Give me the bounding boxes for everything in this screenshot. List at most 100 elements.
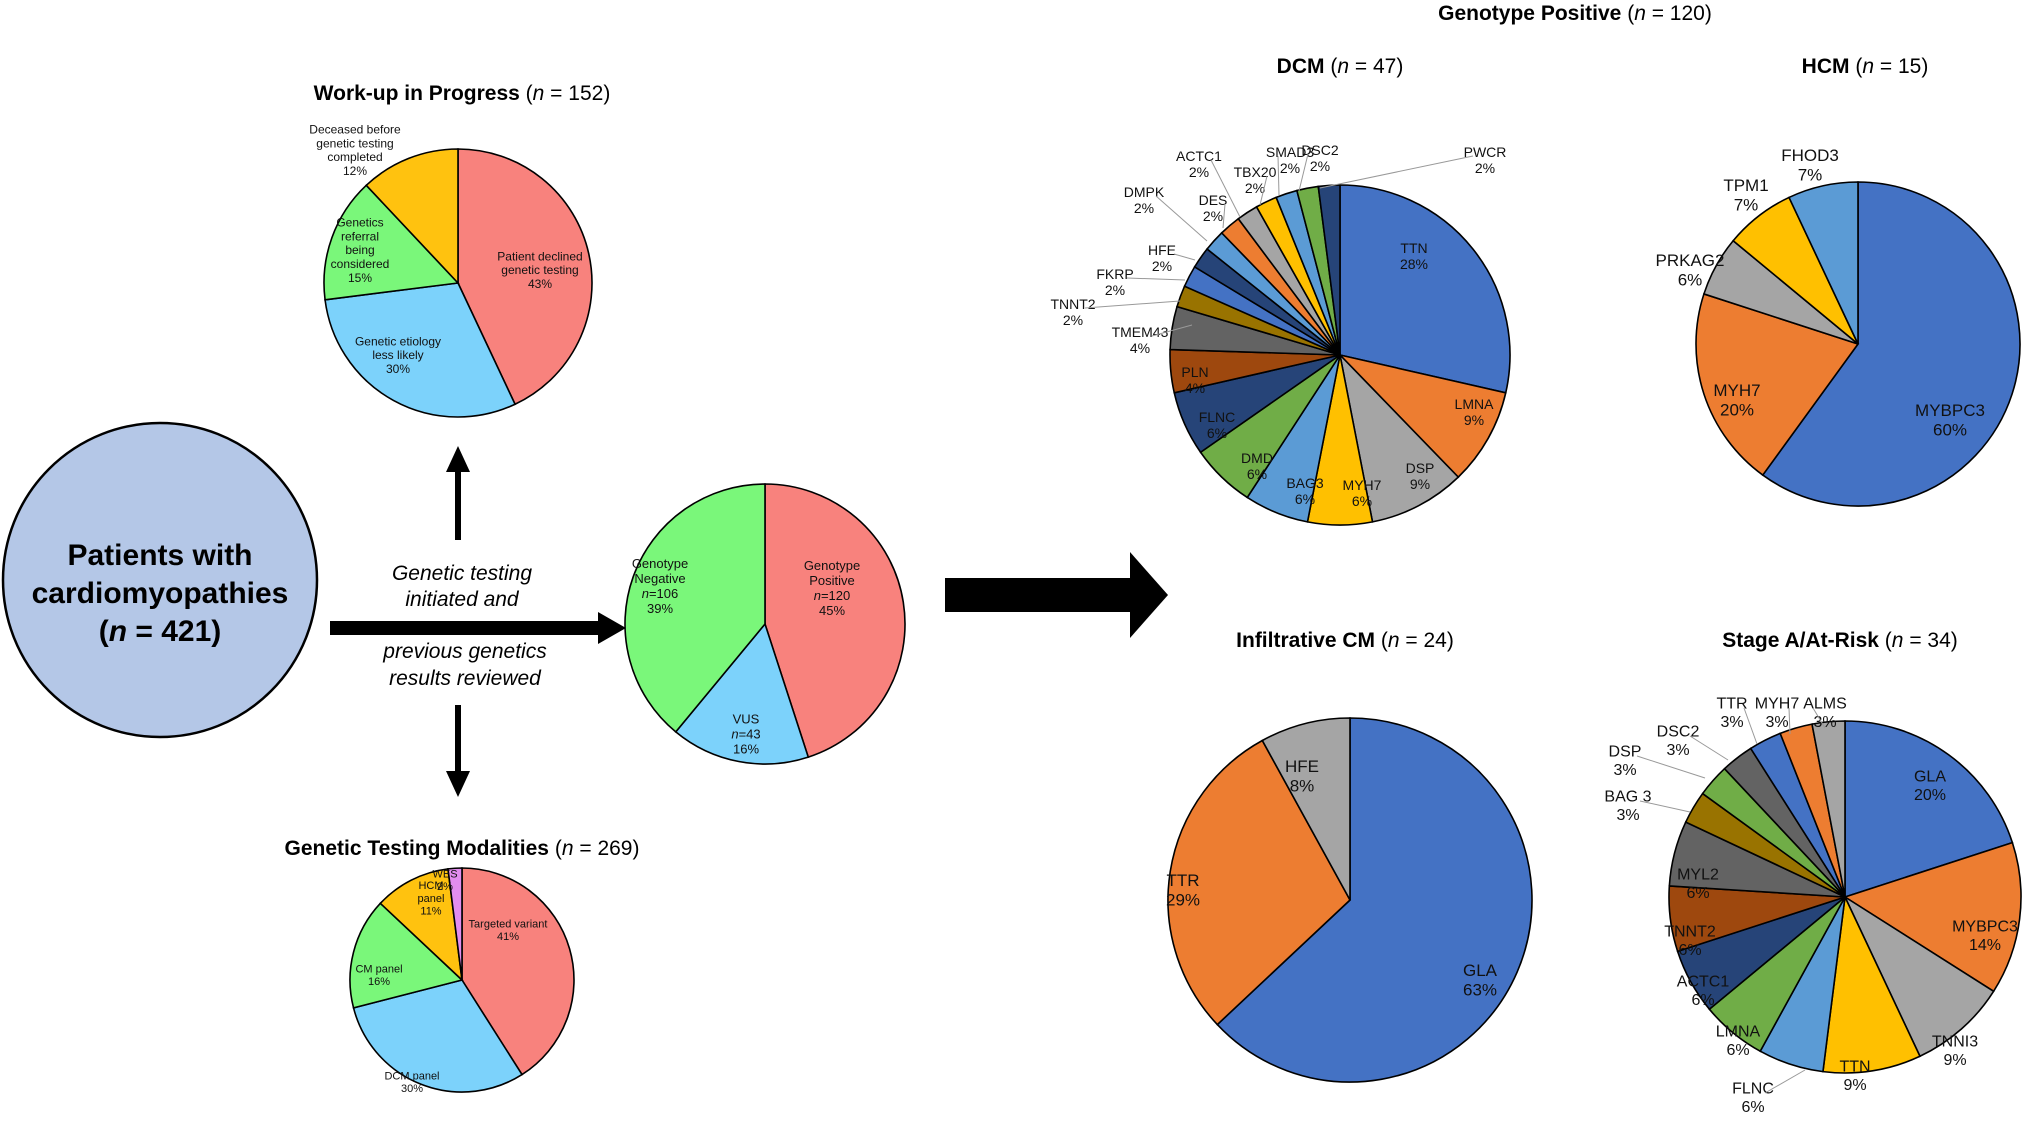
pie-infiltrative-slice-ttr <box>1167 739 1351 1026</box>
pie-stagea-slice-alms <box>1811 720 1846 898</box>
pie-dcm-leader-smad3 <box>1277 155 1280 196</box>
pie-stagea-leader-dsc2 <box>1689 735 1729 761</box>
pie-stagea-leader-ttr <box>1743 707 1758 745</box>
pie-hcm-label-myh7: MYH7 20% <box>1713 381 1760 420</box>
pie-infiltrative: GLA 63% TTR 29% HFE 8% <box>1166 717 1533 1083</box>
pie-stagea-label-mybpc3: MYBPC3 14% <box>1952 918 2018 953</box>
pie-dcm-label-dsc2: DSC2 2% <box>1301 142 1339 174</box>
pie-results-label-vus: VUS n=43 16% <box>731 712 760 757</box>
stagea-title: Stage A/At-Risk (n = 34) <box>1722 629 1958 652</box>
pie-dcm-slice-dsp <box>1338 352 1460 523</box>
pie-dcm-leader-hfe <box>1173 253 1196 261</box>
cohort-node: Patients with cardiomyopathies (n = 421) <box>1 421 319 739</box>
pie-hcm-label-mybpc3: MYBPC3 60% <box>1915 401 1985 440</box>
arrow-right-head <box>598 612 626 644</box>
pie-dcm-slice-lmna <box>1337 353 1507 479</box>
pie-dcm-label-pwcr: PWCR 2% <box>1464 144 1507 176</box>
pie-infiltrative-label-gla: GLA 63% <box>1463 961 1498 1000</box>
pie-stagea-slice-tnni3 <box>1843 894 1995 1058</box>
pie-hcm: MYBPC3 60% MYH7 20% PRKAG2 6% TPM1 7% FHOD3 7% <box>1656 146 2021 507</box>
pie-workup-label-genetic-etiology-less-likely: Genetic etiology less likely 30% <box>355 334 441 376</box>
pie-stagea-label-myh7: MYH7 3% <box>1755 695 1800 730</box>
pie-dcm-label-des: DES 2% <box>1199 192 1228 224</box>
chart-titles: Work-up in Progress (n = 152) Genetic Te… <box>285 2 1958 860</box>
pie-stagea-label-ttr: TTR 3% <box>1716 695 1747 730</box>
pie-dcm-label-lmna: LMNA 9% <box>1455 396 1495 428</box>
arrow-down-head <box>446 771 470 797</box>
pie-dcm-label-myh7: MYH7 6% <box>1343 477 1382 509</box>
pie-charts: Patient declined genetic testing 43% Geneti… <box>309 123 2022 1116</box>
pie-infiltrative-label-hfe: HFE 8% <box>1285 757 1319 796</box>
pie-dcm-label-tmem43: TMEM43 4% <box>1112 324 1169 356</box>
pie-modalities-label-cm-panel: CM panel 16% <box>355 964 402 989</box>
workup-title: Work-up in Progress (n = 152) <box>314 82 611 105</box>
cohort-line1: Patients with <box>67 539 252 572</box>
pie-workup: Patient declined genetic testing 43% Geneti… <box>309 123 593 418</box>
pie-stagea-label-tnnt2: TNNT2 6% <box>1664 923 1716 958</box>
arrow-big-head <box>1130 552 1168 638</box>
pie-dcm-label-flnc: FLNC 6% <box>1199 409 1236 441</box>
hcm-title: HCM (n = 15) <box>1802 55 1929 78</box>
pie-results-label-genotype-positive: Genotype Positive n=120 45% <box>804 558 860 618</box>
pie-stagea-slice-mybpc3 <box>1843 841 2022 993</box>
pie-dcm-label-bag3: BAG3 6% <box>1286 475 1324 507</box>
dcm-title: DCM (n = 47) <box>1277 55 1404 78</box>
pie-dcm-label-tbx20: TBX20 2% <box>1234 164 1277 196</box>
caption-upper-2: initiated and <box>405 588 520 611</box>
pie-results-slice-vus <box>674 622 810 765</box>
pie-hcm-label-fhod3: FHOD3 7% <box>1781 146 1839 185</box>
pie-results-slice-genotype-positive <box>764 483 906 759</box>
pie-infiltrative-slice-hfe <box>1261 717 1351 901</box>
pie-stagea-label-dsp: DSP 3% <box>1609 743 1642 778</box>
pie-hcm-slice-mybpc3 <box>1761 181 2021 507</box>
pie-modalities-label-wes: WES 2% <box>432 869 457 894</box>
pie-dcm-label-actc1: ACTC1 2% <box>1176 148 1222 180</box>
pie-dcm-leader-actc1 <box>1210 159 1241 218</box>
pie-hcm-slice-myh7 <box>1695 292 1860 477</box>
flow-arrows <box>330 446 1168 797</box>
pie-results: Genotype Positive n=120 45% VUS n=43 16% Genoty… <box>624 483 906 765</box>
genotype-positive-title: Genotype Positive (n = 120) <box>1438 2 1712 25</box>
pie-dcm-label-smad3: SMAD3 2% <box>1266 144 1314 176</box>
arrow-big-shaft <box>945 578 1135 612</box>
pie-dcm-leader-dsc2 <box>1298 153 1309 192</box>
pie-dcm-label-hfe: HFE 2% <box>1148 242 1176 274</box>
arrow-up-shaft <box>455 470 461 540</box>
pie-modalities-slice-hcm-panel <box>379 867 464 983</box>
pie-dcm-label-pln: PLN 4% <box>1181 364 1208 396</box>
caption-lower-1: previous genetics <box>382 640 547 663</box>
pie-hcm-label-tpm1: TPM1 7% <box>1723 176 1768 215</box>
arrow-down-shaft <box>455 705 461 773</box>
caption-lower-2: results reviewed <box>389 667 542 690</box>
pie-workup-slice-genetics-referral-being-considered <box>323 184 460 301</box>
pie-stagea-label-actc1: ACTC1 6% <box>1677 973 1730 1008</box>
pie-workup-label-deceased-before-genetic-testing-completed: Deceased before genetic testing completed 1… <box>309 123 401 178</box>
pie-dcm-slice-pwcr <box>1317 184 1341 356</box>
pie-dcm-label-ttn: TTN 28% <box>1400 240 1428 272</box>
pie-stagea-label-lmna: LMNA 6% <box>1716 1023 1761 1058</box>
cohort-circle <box>1 421 319 739</box>
pie-dcm-leader-tnnt2 <box>1084 300 1181 309</box>
pie-stagea-leader-dsp <box>1636 755 1706 779</box>
pie-modalities-slice-wes <box>447 867 463 981</box>
pie-modalities-slice-cm-panel <box>349 902 464 1009</box>
pie-dcm-label-fkrp: FKRP 2% <box>1096 266 1133 298</box>
pie-stagea-label-gla: GLA 20% <box>1914 768 1946 803</box>
pie-hcm-label-prkag2: PRKAG2 6% <box>1656 251 1725 290</box>
pie-stagea-label-ttn: TTN 9% <box>1839 1058 1870 1093</box>
pie-stagea-slice-ttn <box>1822 894 1922 1074</box>
pie-stagea-label-flnc: FLNC 6% <box>1732 1080 1774 1115</box>
pie-modalities-label-targeted-variant: Targeted variant 41% <box>469 919 548 944</box>
pie-workup-slice-genetic-etiology-less-likely <box>324 282 517 418</box>
pie-dcm: TTN 28% LMNA 9% DSP 9% MYH7 6% BAG3 6% DMD 6%FLNC 6%… <box>1050 142 1511 526</box>
pie-hcm-slice-fhod3 <box>1787 181 1859 345</box>
pie-results-slice-genotype-negative <box>624 483 766 733</box>
pie-dcm-leader-tbx20 <box>1259 175 1268 206</box>
pie-workup-label-patient-declined-genetic-testing: Patient declined genetic testing 43% <box>497 249 582 291</box>
pie-stagea-leader-myh7 <box>1788 707 1791 735</box>
pie-modalities-slice-dcm-panel <box>352 979 524 1093</box>
pie-stagea-label-dsc2: DSC2 3% <box>1657 723 1700 758</box>
pie-dcm-label-dmd: DMD 6% <box>1241 450 1273 482</box>
pie-stagea: GLA 20% MYBPC3 14% TNNI3 9% TTN 9% FLNC 6% LMNA 6% A… <box>1604 695 2022 1116</box>
